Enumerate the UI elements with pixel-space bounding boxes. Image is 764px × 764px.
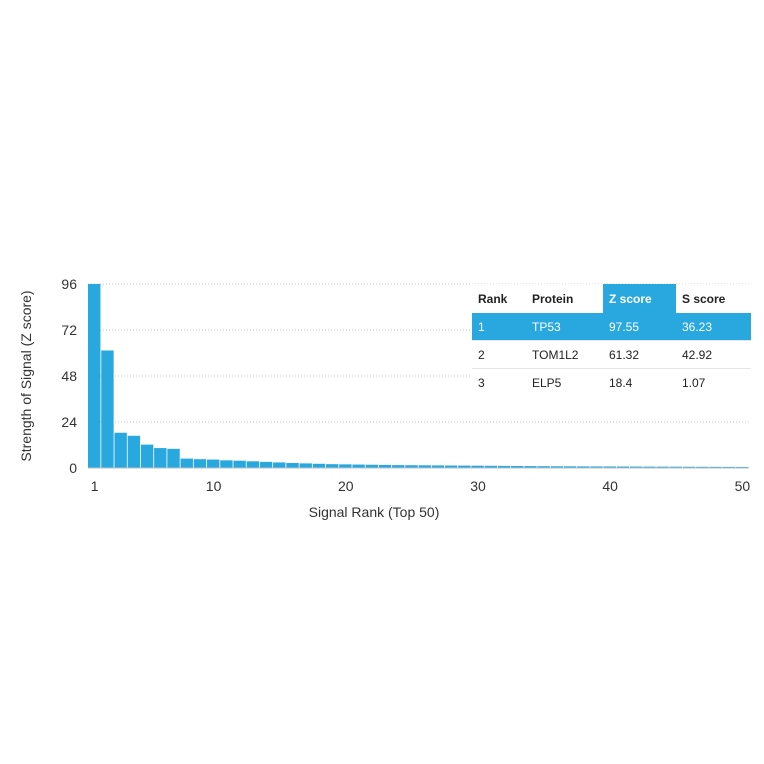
x-tick-label: 1 (91, 478, 99, 494)
bar (127, 435, 141, 468)
bar (696, 466, 709, 468)
table-header-row: Rank Protein Z score S score (472, 284, 751, 313)
y-tick-label: 0 (69, 460, 77, 476)
header-protein: Protein (532, 291, 574, 306)
bar (616, 466, 630, 468)
bar (246, 461, 260, 468)
bar (325, 464, 339, 468)
header-s-score: S score (682, 291, 726, 306)
cell-protein: TOM1L2 (532, 347, 579, 362)
bar (378, 464, 392, 468)
cell-rank: 2 (478, 347, 485, 362)
bar (193, 459, 207, 468)
y-tick-label: 72 (61, 322, 77, 338)
cell-protein: ELP5 (532, 375, 562, 390)
bar (273, 462, 286, 468)
y-tick-label: 96 (61, 276, 77, 292)
bar (444, 465, 458, 468)
bar (114, 432, 127, 468)
cell-protein: TP53 (532, 319, 561, 334)
bar (140, 444, 154, 468)
bar (365, 464, 379, 468)
cell-s-score: 1.07 (682, 375, 706, 390)
table-row: 1 TP53 97.55 36.23 (472, 313, 751, 341)
bar (471, 465, 484, 468)
header-z-score: Z score (603, 284, 676, 313)
y-tick-label: 24 (61, 414, 77, 430)
x-axis-label: Signal Rank (Top 50) (308, 504, 440, 520)
bar (220, 460, 233, 468)
bar (590, 466, 603, 468)
bar (352, 464, 365, 468)
bar (180, 458, 193, 468)
table-row: 3 ELP5 18.4 1.07 (472, 369, 751, 396)
cell-z-score: 61.32 (609, 347, 640, 362)
bar (603, 466, 616, 468)
bar (577, 466, 590, 468)
bar (511, 465, 524, 468)
bar (550, 466, 564, 468)
bar (299, 463, 312, 468)
x-tick-label: 20 (338, 478, 354, 494)
bar (563, 466, 577, 468)
bar (735, 466, 749, 468)
cell-rank: 1 (478, 319, 485, 334)
cell-z-score: 97.55 (609, 319, 640, 334)
bar (88, 284, 101, 468)
x-tick-label: 10 (206, 478, 222, 494)
bar (722, 466, 735, 468)
y-axis-label: Strength of Signal (Z score) (18, 290, 34, 462)
bar (206, 459, 220, 468)
bar (497, 465, 511, 468)
bar (167, 448, 180, 468)
bar (392, 465, 405, 468)
bar (656, 466, 669, 468)
cell-s-score: 36.23 (682, 319, 713, 334)
cell-z-score: 18.4 (609, 375, 633, 390)
bar (418, 465, 431, 468)
bar (101, 350, 114, 468)
bar (630, 466, 643, 468)
bar (405, 465, 418, 468)
bar (484, 465, 498, 468)
bar (431, 465, 445, 468)
x-tick-label: 30 (470, 478, 486, 494)
bar (458, 465, 471, 468)
cell-rank: 3 (478, 375, 485, 390)
bar (154, 448, 167, 468)
bar (682, 466, 696, 468)
bar (339, 464, 352, 468)
table-row: 2 TOM1L2 61.32 42.92 (472, 341, 751, 369)
cell-s-score: 42.92 (682, 347, 713, 362)
ranking-table: Rank Protein Z score S score 1 TP53 97.5… (472, 284, 751, 396)
bar (643, 466, 656, 468)
bar (709, 466, 722, 468)
y-tick-label: 48 (61, 368, 77, 384)
bar (312, 463, 326, 468)
x-tick-label: 50 (735, 478, 751, 494)
x-tick-label: 40 (602, 478, 618, 494)
bar (233, 460, 246, 468)
bar (524, 466, 537, 468)
bar (259, 461, 273, 468)
bar (669, 466, 683, 468)
bar (537, 466, 550, 468)
header-rank: Rank (478, 291, 508, 306)
bar (286, 463, 299, 468)
